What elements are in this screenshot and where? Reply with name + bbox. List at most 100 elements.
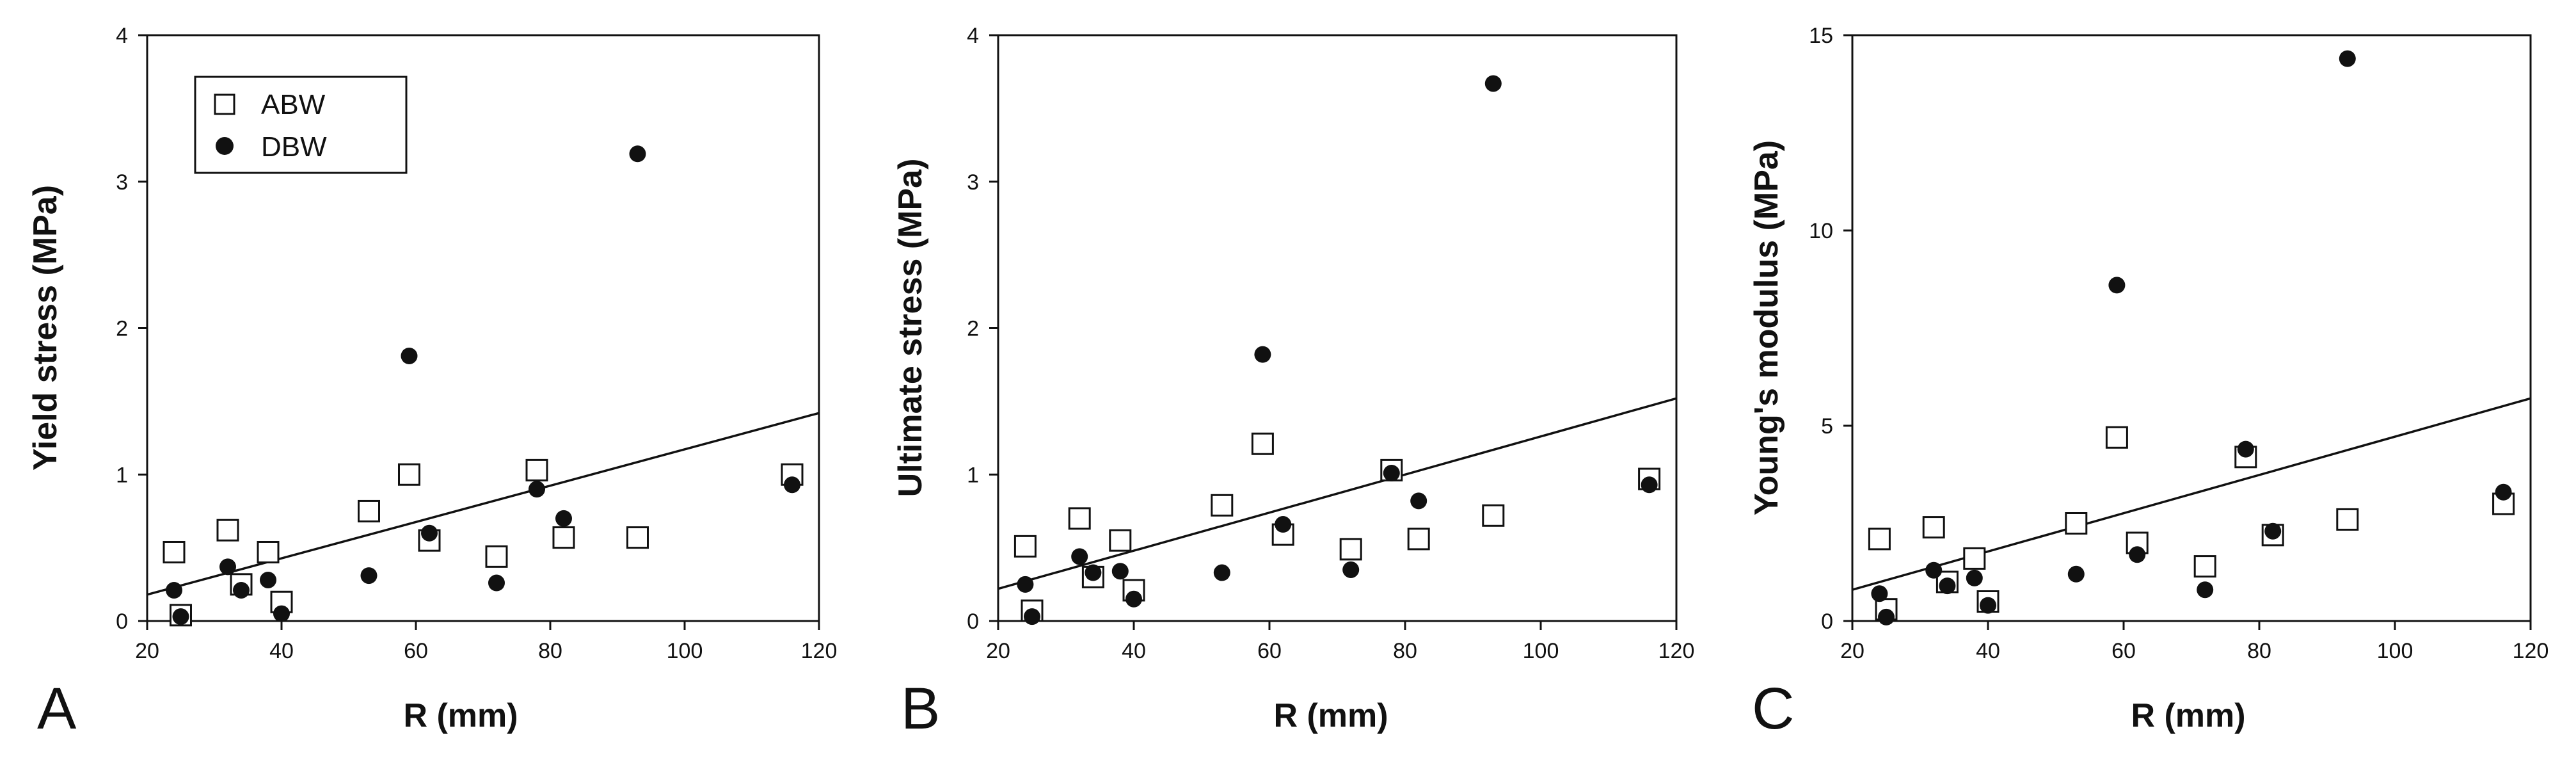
legend-abw-marker	[214, 93, 235, 115]
abw-point	[1963, 547, 1986, 570]
dbw-point	[1275, 516, 1292, 533]
dbw-point	[2129, 546, 2146, 563]
dbw-point	[172, 608, 189, 625]
dbw-point	[219, 558, 236, 576]
abw-point	[216, 519, 239, 542]
abw-point	[626, 526, 649, 549]
abw-point	[2336, 508, 2359, 531]
dbw-point	[2264, 522, 2282, 540]
y-tick-label: 10	[1809, 219, 1833, 243]
x-tick-label: 20	[135, 639, 159, 663]
abw-point	[1339, 538, 1362, 561]
legend-dbw-marker	[216, 137, 234, 155]
abw-point	[358, 499, 380, 522]
dbw-point	[1410, 492, 1427, 510]
panel-c-marks	[1852, 50, 2531, 625]
x-axis-title: R (mm)	[1273, 697, 1388, 734]
abw-point	[398, 463, 420, 486]
dbw-point	[260, 571, 276, 588]
y-axis-title: Yield stress (MPa)	[27, 185, 64, 471]
x-tick-label: 60	[2111, 639, 2136, 663]
abw-point	[2105, 426, 2128, 449]
x-tick-label: 40	[1976, 639, 2000, 663]
dbw-point	[488, 574, 505, 592]
x-tick-label: 80	[2247, 639, 2271, 663]
x-tick-label: 120	[1658, 639, 1695, 663]
abw-point	[257, 540, 280, 563]
dbw-point	[2067, 565, 2085, 583]
dbw-point	[1213, 564, 1230, 581]
y-tick-label: 4	[967, 24, 979, 48]
panel-label: A	[37, 676, 77, 741]
dbw-point	[1878, 608, 1895, 625]
dbw-point	[360, 567, 378, 585]
x-tick-label: 20	[1840, 639, 1864, 663]
x-tick-label: 80	[538, 639, 562, 663]
dbw-point	[529, 481, 545, 498]
y-tick-label: 3	[967, 170, 979, 195]
plot-frame	[997, 34, 1678, 622]
dbw-point	[1111, 563, 1129, 580]
abw-point	[1251, 432, 1274, 455]
y-axis-title: Young's modulus (MPa)	[1748, 140, 1785, 515]
y-tick-label: 2	[967, 317, 979, 341]
dbw-point	[1925, 561, 1943, 579]
dbw-point	[555, 510, 572, 527]
dbw-point	[273, 605, 290, 622]
abw-point	[1482, 504, 1505, 527]
legend: ABW DBW	[194, 76, 408, 174]
dbw-point	[1871, 585, 1888, 602]
dbw-point	[1383, 464, 1400, 481]
x-tick-label: 100	[2377, 639, 2413, 663]
y-tick-label: 0	[1821, 609, 1833, 634]
y-tick-label: 3	[116, 170, 128, 195]
dbw-point	[2495, 483, 2512, 501]
plot-frame	[1851, 34, 2532, 622]
panel-c: 20 40 60 80 100 120 0 5 10 15 R (mm) Young's modu…	[1748, 24, 2548, 741]
abw-point	[1109, 529, 1132, 552]
abw-point	[163, 540, 186, 563]
panel-label: C	[1752, 676, 1794, 741]
abw-point	[1922, 516, 1945, 539]
x-tick-label: 120	[2513, 639, 2549, 663]
abw-point	[2065, 512, 2088, 535]
panel-b: 20 40 60 80 100 120 0 1 2 3 4 R (mm) Ultimate stre…	[892, 24, 1694, 741]
x-axis-title: R (mm)	[2131, 697, 2245, 734]
abw-point	[1868, 528, 1891, 551]
abw-point	[1014, 535, 1037, 558]
x-axis-title: R (mm)	[403, 697, 518, 734]
dbw-point	[1641, 476, 1658, 494]
x-tick-label: 40	[269, 639, 294, 663]
abw-point	[1211, 494, 1234, 517]
dbw-point	[1085, 564, 1102, 581]
y-tick-label: 5	[1821, 414, 1833, 439]
dbw-point	[233, 581, 250, 599]
x-tick-label: 100	[1523, 639, 1559, 663]
x-tick-label: 60	[1257, 639, 1282, 663]
panel-label: B	[901, 676, 940, 741]
dbw-point	[1980, 597, 1996, 614]
dbw-point	[2339, 50, 2356, 67]
legend-dbw-label: DBW	[261, 131, 327, 163]
y-tick-label: 0	[116, 609, 128, 634]
panel-b-marks	[998, 75, 1677, 625]
y-tick-label: 1	[116, 463, 128, 487]
x-tick-label: 20	[986, 639, 1010, 663]
panel-a: 20 40 60 80 100 120 0 1 2 3 4 R (mm) Yield stress …	[27, 24, 837, 741]
legend-abw-label: ABW	[261, 89, 326, 120]
dbw-point	[166, 581, 182, 599]
dbw-point	[1071, 548, 1088, 565]
dbw-point	[401, 347, 418, 364]
panel-b-ticks: 20 40 60 80 100 120 0 1 2 3 4	[967, 24, 1694, 663]
regression-line	[147, 412, 820, 596]
abw-point	[1068, 507, 1091, 530]
regression-line	[1852, 397, 2531, 591]
dbw-point	[2197, 581, 2214, 599]
dbw-point	[1254, 346, 1271, 363]
dbw-point	[2108, 277, 2126, 294]
panel-a-marks	[147, 145, 820, 627]
panel-c-ticks: 20 40 60 80 100 120 0 5 10 15	[1809, 24, 2548, 663]
x-tick-label: 120	[801, 639, 838, 663]
panel-a-ticks: 20 40 60 80 100 120 0 1 2 3 4	[116, 24, 837, 663]
